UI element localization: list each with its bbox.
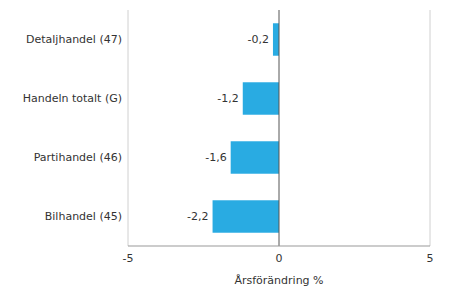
data-label: -1,2 bbox=[217, 92, 238, 105]
bar bbox=[243, 82, 279, 114]
data-label: -1,6 bbox=[205, 151, 226, 164]
grid-line bbox=[279, 10, 280, 246]
y-tick-label: Partihandel (46) bbox=[34, 151, 122, 164]
grid-line bbox=[128, 10, 129, 246]
bar bbox=[273, 23, 279, 55]
chart-container: -5 0 5 Årsförändring % Bilhandel (45) Partiha… bbox=[0, 0, 454, 302]
x-axis-label: Årsförändring % bbox=[234, 274, 323, 287]
bar bbox=[213, 200, 279, 232]
chart: -5 0 5 Årsförändring % Bilhandel (45) Partiha… bbox=[0, 0, 454, 302]
x-axis-line bbox=[128, 246, 430, 247]
y-tick-label: Bilhandel (45) bbox=[45, 210, 122, 223]
y-tick-label: Handeln totalt (G) bbox=[23, 92, 122, 105]
data-label: -0,2 bbox=[247, 33, 268, 46]
x-tick-label: -5 bbox=[123, 252, 134, 265]
x-tick-label: 5 bbox=[427, 252, 434, 265]
data-label: -2,2 bbox=[187, 210, 208, 223]
grid bbox=[128, 10, 430, 246]
x-tick-label: 0 bbox=[276, 252, 283, 265]
bar bbox=[231, 141, 279, 173]
grid-line bbox=[430, 10, 431, 246]
bars bbox=[213, 23, 279, 232]
y-tick-label: Detaljhandel (47) bbox=[26, 33, 122, 46]
